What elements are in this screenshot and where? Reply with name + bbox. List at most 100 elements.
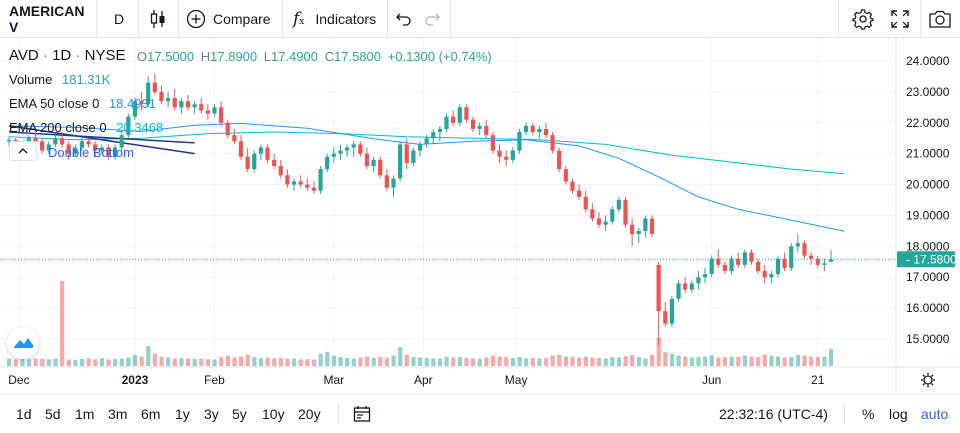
candle-body xyxy=(623,200,628,225)
brand-logo[interactable] xyxy=(7,327,39,359)
time-tick-label: 2023 xyxy=(122,373,149,387)
chevron-up-icon xyxy=(18,148,28,154)
candle-body xyxy=(59,138,65,145)
range-button-5d[interactable]: 5d xyxy=(45,406,61,422)
candle-body xyxy=(112,147,118,157)
volume-bar xyxy=(802,355,807,366)
range-button-5y[interactable]: 5y xyxy=(232,406,247,422)
time-axis-settings-button[interactable] xyxy=(921,373,935,387)
range-button-10y[interactable]: 10y xyxy=(262,406,285,422)
double-bottom-pattern xyxy=(8,125,195,155)
ema50-label: EMA 50 close 0 xyxy=(9,96,100,111)
price-tick-label: 23.0000 xyxy=(906,85,950,99)
candle-body xyxy=(610,209,615,222)
time-axis: Dec 2023 Feb Mar Apr May Jun 21 xyxy=(8,373,824,387)
undo-button[interactable] xyxy=(396,0,412,38)
candle-body xyxy=(398,144,403,179)
volume-bar xyxy=(351,358,356,366)
volume-legend[interactable]: Volume 181.31K xyxy=(9,72,110,87)
volume-bar xyxy=(490,355,496,366)
volume-bar xyxy=(79,358,85,366)
fullscreen-button[interactable] xyxy=(891,0,909,38)
low-label: L xyxy=(263,49,271,64)
range-button-3m[interactable]: 3m xyxy=(108,406,128,422)
volume-bar xyxy=(676,355,681,366)
candle-body xyxy=(523,125,529,133)
volume-bar xyxy=(139,356,144,366)
volume-bar xyxy=(126,357,131,366)
settings-button[interactable] xyxy=(852,0,874,38)
candle-body xyxy=(676,283,681,299)
percent-scale-button[interactable]: % xyxy=(862,395,874,433)
range-button-1d[interactable]: 1d xyxy=(16,406,32,422)
range-button-1y[interactable]: 1y xyxy=(175,406,190,422)
log-scale-button[interactable]: log xyxy=(889,395,908,433)
volume-bar xyxy=(749,356,754,366)
volume-bar xyxy=(338,357,343,366)
volume-bars xyxy=(7,281,834,366)
candle-body xyxy=(384,175,389,188)
volume-bar xyxy=(404,354,409,366)
volume-bar xyxy=(815,357,820,366)
candle-body xyxy=(179,101,184,108)
candle-body xyxy=(576,190,582,197)
candle-body xyxy=(417,144,423,151)
redo-button[interactable] xyxy=(424,0,440,38)
ema200-value: 20.3468 xyxy=(116,120,164,135)
volume-bar xyxy=(703,356,708,366)
compare-button[interactable]: Compare xyxy=(186,0,271,38)
candle-body xyxy=(809,255,814,259)
candle-body xyxy=(663,311,668,324)
range-button-1m[interactable]: 1m xyxy=(75,406,95,422)
indicators-button[interactable]: fx Indicators xyxy=(293,0,376,38)
price-tick-label: 20.0000 xyxy=(906,178,950,192)
range-button-3y[interactable]: 3y xyxy=(204,406,219,422)
volume-bar xyxy=(60,281,65,366)
symbol-search[interactable]: AMERICAN V xyxy=(9,0,94,38)
candle-body xyxy=(543,128,549,136)
candle-body xyxy=(596,218,602,225)
indicators-label: Indicators xyxy=(315,11,377,27)
volume-bar xyxy=(212,359,217,366)
price-chart[interactable]: 24.0000 23.0000 22.0000 21.0000 20.0000 19.00… xyxy=(0,38,960,395)
low-value: 17.4900 xyxy=(271,49,318,64)
pattern-legend[interactable]: Double Bottom xyxy=(48,145,134,160)
volume-bar xyxy=(696,357,701,366)
candle-body xyxy=(232,135,237,142)
ema50-legend[interactable]: EMA 50 close 0 18.4931 xyxy=(9,96,156,111)
top-toolbar: AMERICAN V D Compare fx Indicators xyxy=(0,0,960,38)
auto-scale-button[interactable]: auto xyxy=(921,395,948,433)
volume-bar xyxy=(146,346,151,366)
date-range-button[interactable] xyxy=(353,395,371,433)
volume-bar xyxy=(756,357,761,366)
candle-body xyxy=(722,264,728,272)
candle-body xyxy=(649,218,655,234)
candle-body xyxy=(93,144,98,151)
volume-bar xyxy=(364,356,370,366)
time-label: 22:32:16 (UTC-4) xyxy=(719,406,828,422)
chart-style-button[interactable] xyxy=(150,0,166,38)
volume-bar xyxy=(298,359,303,366)
collapse-legend-button[interactable] xyxy=(9,141,37,161)
ema200-legend[interactable]: EMA 200 close 0 20.3468 xyxy=(9,120,163,135)
candle-body xyxy=(510,150,515,160)
candle-body xyxy=(6,139,12,142)
candle-body xyxy=(815,258,820,265)
interval-button[interactable]: D xyxy=(114,0,124,38)
volume-bar xyxy=(179,357,184,366)
volume-label: Volume xyxy=(9,72,53,87)
gear-icon xyxy=(923,375,933,385)
candle-body xyxy=(318,169,323,191)
candle-body xyxy=(630,224,635,234)
screenshot-button[interactable] xyxy=(929,0,951,38)
volume-bar xyxy=(663,351,668,366)
candle-body xyxy=(159,91,164,102)
range-button-20y[interactable]: 20y xyxy=(298,406,321,422)
volume-bar xyxy=(497,356,502,366)
price-axis: 24.0000 23.0000 22.0000 21.0000 20.0000 19.00… xyxy=(906,54,950,346)
clock-display[interactable]: 22:32:16 (UTC-4) xyxy=(719,395,828,433)
candle-body xyxy=(755,261,761,272)
range-button-6m[interactable]: 6m xyxy=(141,406,161,422)
candle-body xyxy=(696,277,701,284)
volume-bar xyxy=(252,357,257,366)
